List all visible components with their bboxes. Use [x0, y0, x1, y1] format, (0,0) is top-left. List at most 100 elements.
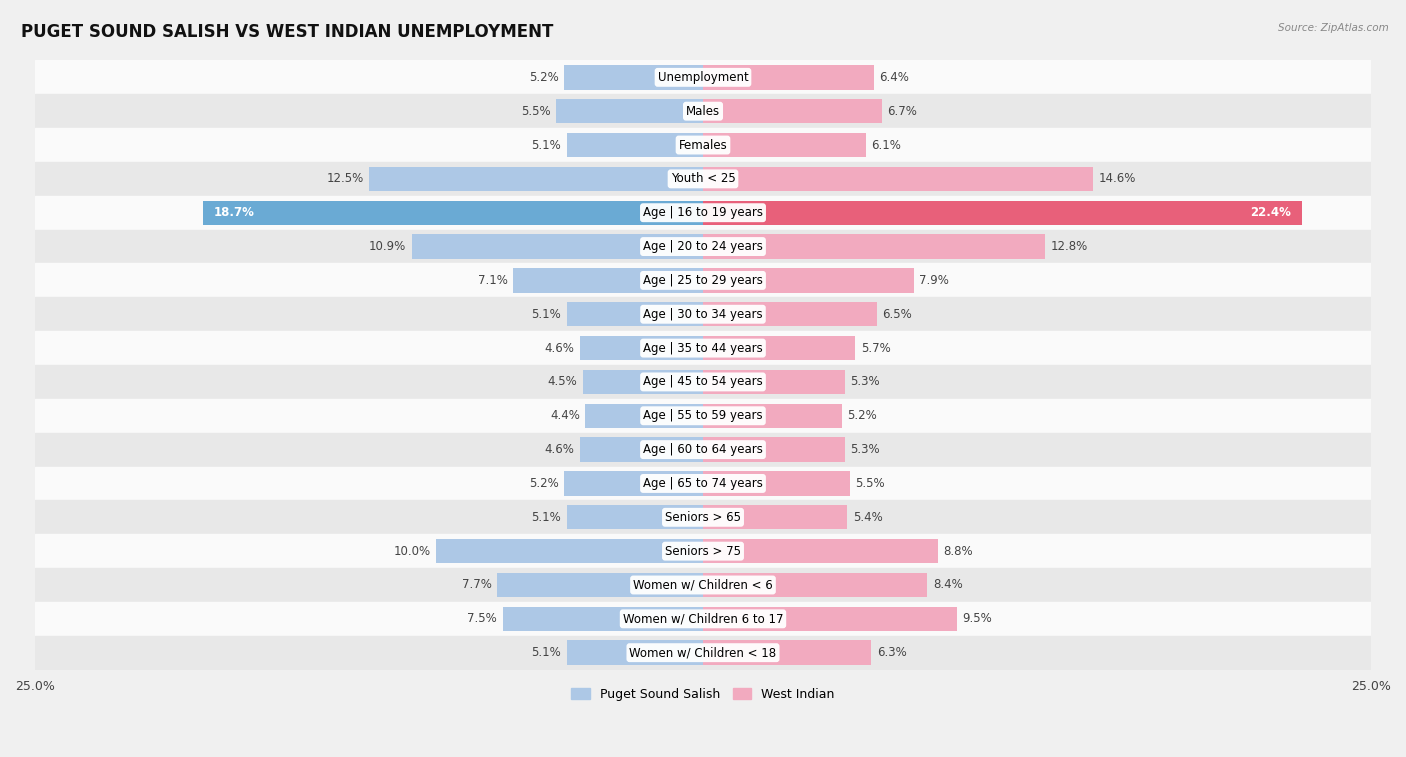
Bar	[564, 472, 703, 496]
Bar	[703, 99, 882, 123]
Bar	[502, 606, 703, 631]
Text: Age | 60 to 64 years: Age | 60 to 64 years	[643, 443, 763, 456]
Text: Age | 30 to 34 years: Age | 30 to 34 years	[643, 308, 763, 321]
Bar	[35, 568, 1371, 602]
Bar	[555, 99, 703, 123]
Bar	[703, 640, 872, 665]
Text: 6.1%: 6.1%	[872, 139, 901, 151]
Bar	[513, 268, 703, 293]
Bar	[204, 201, 703, 225]
Text: 12.8%: 12.8%	[1050, 240, 1088, 253]
Text: 7.7%: 7.7%	[463, 578, 492, 591]
Bar	[35, 636, 1371, 670]
Text: Youth < 25: Youth < 25	[671, 173, 735, 185]
Bar	[35, 365, 1371, 399]
Text: 8.8%: 8.8%	[943, 544, 973, 558]
Text: 5.1%: 5.1%	[531, 139, 561, 151]
Bar	[412, 235, 703, 259]
Text: Women w/ Children < 6: Women w/ Children < 6	[633, 578, 773, 591]
Bar	[567, 132, 703, 157]
Bar	[703, 573, 928, 597]
Bar	[567, 302, 703, 326]
Text: 5.5%: 5.5%	[855, 477, 884, 490]
Text: 4.5%: 4.5%	[548, 375, 578, 388]
Text: 18.7%: 18.7%	[214, 206, 254, 220]
Bar	[581, 438, 703, 462]
Bar	[703, 132, 866, 157]
Bar	[703, 606, 957, 631]
Text: 10.0%: 10.0%	[394, 544, 430, 558]
Text: Unemployment: Unemployment	[658, 71, 748, 84]
Text: Age | 65 to 74 years: Age | 65 to 74 years	[643, 477, 763, 490]
Text: Source: ZipAtlas.com: Source: ZipAtlas.com	[1278, 23, 1389, 33]
Text: 5.2%: 5.2%	[529, 71, 558, 84]
Bar	[35, 95, 1371, 128]
Text: Males: Males	[686, 104, 720, 117]
Bar	[703, 505, 848, 529]
Text: 4.6%: 4.6%	[546, 341, 575, 354]
Bar	[436, 539, 703, 563]
Text: 9.5%: 9.5%	[962, 612, 993, 625]
Bar	[703, 201, 1302, 225]
Bar	[35, 602, 1371, 636]
Text: 5.3%: 5.3%	[851, 375, 880, 388]
Text: Seniors > 65: Seniors > 65	[665, 511, 741, 524]
Text: 8.4%: 8.4%	[932, 578, 963, 591]
Text: Age | 35 to 44 years: Age | 35 to 44 years	[643, 341, 763, 354]
Text: 14.6%: 14.6%	[1098, 173, 1136, 185]
Text: Seniors > 75: Seniors > 75	[665, 544, 741, 558]
Bar	[703, 472, 851, 496]
Bar	[35, 500, 1371, 534]
Bar	[703, 167, 1092, 191]
Bar	[582, 369, 703, 394]
Bar	[567, 640, 703, 665]
Bar	[35, 466, 1371, 500]
Text: 5.7%: 5.7%	[860, 341, 890, 354]
Text: 7.5%: 7.5%	[467, 612, 498, 625]
Text: 5.1%: 5.1%	[531, 308, 561, 321]
Text: 7.1%: 7.1%	[478, 274, 508, 287]
Bar	[564, 65, 703, 89]
Bar	[35, 229, 1371, 263]
Text: Age | 16 to 19 years: Age | 16 to 19 years	[643, 206, 763, 220]
Text: 5.2%: 5.2%	[848, 410, 877, 422]
Text: 6.3%: 6.3%	[877, 646, 907, 659]
Bar	[567, 505, 703, 529]
Bar	[703, 235, 1045, 259]
Text: Age | 55 to 59 years: Age | 55 to 59 years	[643, 410, 763, 422]
Text: Females: Females	[679, 139, 727, 151]
Bar	[35, 298, 1371, 331]
Text: 12.5%: 12.5%	[326, 173, 364, 185]
Bar	[703, 336, 855, 360]
Bar	[35, 399, 1371, 433]
Bar	[703, 302, 877, 326]
Text: 5.1%: 5.1%	[531, 511, 561, 524]
Text: 5.2%: 5.2%	[529, 477, 558, 490]
Text: 5.4%: 5.4%	[852, 511, 883, 524]
Text: Women w/ Children < 18: Women w/ Children < 18	[630, 646, 776, 659]
Bar	[703, 369, 845, 394]
Bar	[703, 268, 914, 293]
Text: PUGET SOUND SALISH VS WEST INDIAN UNEMPLOYMENT: PUGET SOUND SALISH VS WEST INDIAN UNEMPL…	[21, 23, 554, 41]
Bar	[368, 167, 703, 191]
Bar	[35, 433, 1371, 466]
Text: Age | 45 to 54 years: Age | 45 to 54 years	[643, 375, 763, 388]
Text: Women w/ Children 6 to 17: Women w/ Children 6 to 17	[623, 612, 783, 625]
Text: 5.3%: 5.3%	[851, 443, 880, 456]
Bar	[703, 438, 845, 462]
Bar	[581, 336, 703, 360]
Bar	[35, 128, 1371, 162]
Text: Age | 25 to 29 years: Age | 25 to 29 years	[643, 274, 763, 287]
Bar	[703, 539, 938, 563]
Bar	[35, 534, 1371, 568]
Text: 7.9%: 7.9%	[920, 274, 949, 287]
Text: Age | 20 to 24 years: Age | 20 to 24 years	[643, 240, 763, 253]
Text: 4.6%: 4.6%	[546, 443, 575, 456]
Bar	[35, 196, 1371, 229]
Text: 5.5%: 5.5%	[522, 104, 551, 117]
Text: 6.7%: 6.7%	[887, 104, 917, 117]
Bar	[585, 403, 703, 428]
Text: 6.4%: 6.4%	[879, 71, 910, 84]
Text: 22.4%: 22.4%	[1250, 206, 1291, 220]
Text: 6.5%: 6.5%	[882, 308, 911, 321]
